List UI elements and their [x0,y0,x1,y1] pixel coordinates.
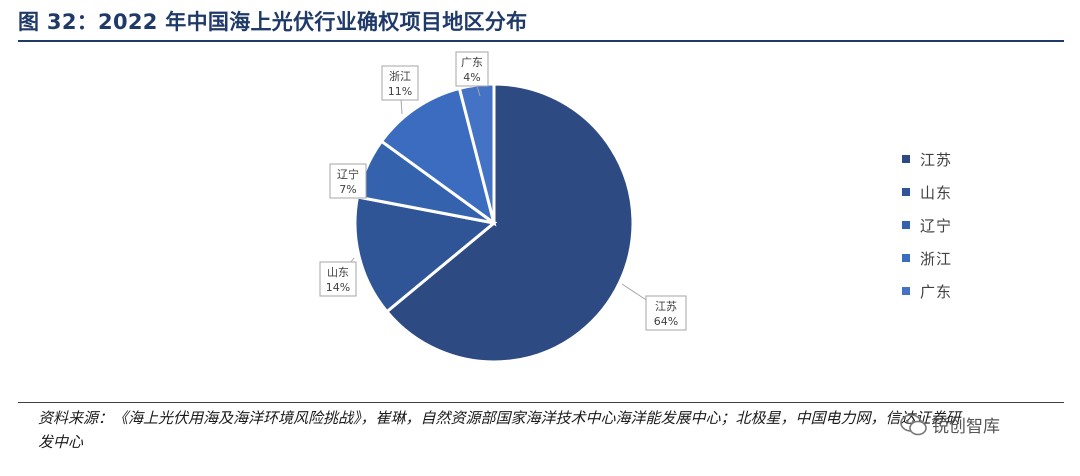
label-value: 7% [339,183,356,196]
legend-item-2: 辽宁 [902,214,952,236]
data-label-3: 浙江 11% [381,65,419,115]
wechat-icon [900,413,927,435]
label-name: 广东 [461,56,483,69]
legend-item-4: 广东 [902,280,952,302]
chart-legend: 江苏山东辽宁浙江广东 [902,148,952,313]
legend-swatch [902,221,910,229]
watermark-text: 锐创智库 [932,417,1000,437]
data-label-4: 广东 4% [455,51,489,97]
label-box [645,295,687,331]
label-box [381,65,419,101]
legend-label: 辽宁 [920,216,953,235]
pie-chart: 江苏 64% 山东 14% 辽宁 7% 浙江 11% 广东 4% [319,51,687,364]
legend-swatch [902,155,910,163]
label-value: 64% [654,315,678,328]
label-name: 辽宁 [337,167,359,181]
source-divider [18,402,1064,403]
watermark: 锐创智库 [900,412,1000,437]
label-box [455,51,489,87]
legend-label: 山东 [920,183,953,202]
label-name: 江苏 [655,300,677,313]
label-box [329,163,367,199]
source-note: 资料来源：《海上光伏用海及海洋环境风险挑战》，崔琳，自然资源部国家海洋技术中心海… [38,409,961,451]
legend-label: 浙江 [920,249,953,268]
pie-slice-3 [379,86,497,227]
pie-slice-1 [353,195,498,314]
legend-label: 广东 [920,282,953,301]
label-name: 山东 [327,266,349,279]
legend-item-3: 浙江 [902,247,952,269]
data-label-2: 辽宁 7% [329,163,367,199]
label-name: 浙江 [389,70,411,83]
legend-swatch [902,254,910,262]
label-value: 4% [463,71,480,84]
chart-area: 江苏 64% 山东 14% 辽宁 7% 浙江 11% 广东 4% 江苏 山东 辽宁 浙江 广东 [18,44,1064,402]
legend-swatch [902,188,910,196]
pie-slice-0 [384,82,635,364]
data-label-0: 江苏 64% [621,283,687,331]
chart-title: 图 32：2022 年中国海上光伏行业确权项目地区分布 [18,10,528,34]
label-value: 11% [388,85,412,98]
data-label-1: 山东 14% [319,257,357,297]
legend-item-1: 山东 [902,181,952,203]
title-divider [18,40,1064,42]
label-box [319,261,357,297]
label-value: 14% [326,281,350,294]
legend-label: 江苏 [920,150,953,169]
legend-item-0: 江苏 [902,148,952,170]
legend-swatch [902,287,910,295]
